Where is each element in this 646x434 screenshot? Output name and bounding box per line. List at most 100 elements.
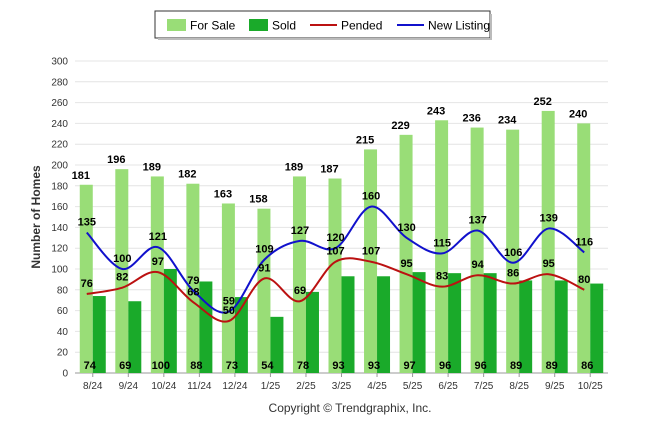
bar-for-sale — [399, 134, 413, 373]
y-tick-label: 20 — [57, 348, 69, 359]
data-label-for-sale: 252 — [534, 96, 552, 108]
bar-sold — [163, 269, 177, 373]
bars — [79, 110, 604, 374]
data-label-new-listing: 109 — [255, 244, 273, 256]
bar-for-sale — [115, 169, 129, 373]
bar-for-sale — [150, 176, 164, 373]
bar-for-sale — [328, 178, 342, 373]
bar-sold — [519, 280, 533, 373]
data-label-for-sale: 158 — [249, 194, 267, 206]
bar-for-sale — [292, 176, 306, 373]
y-tick-label: 220 — [51, 140, 68, 151]
y-tick-label: 160 — [51, 202, 68, 213]
y-tick-label: 280 — [51, 77, 68, 88]
data-label-pended: 80 — [578, 274, 590, 286]
legend-label-sold: Sold — [272, 19, 296, 33]
bar-sold — [554, 280, 568, 373]
copyright-credit: Copyright © Trendgraphix, Inc. — [269, 401, 432, 415]
data-label-new-listing: 106 — [504, 247, 522, 259]
legend: For Sale Sold Pended New Listing — [154, 10, 492, 40]
data-label-new-listing: 135 — [78, 217, 96, 229]
data-label-for-sale: 234 — [498, 115, 517, 127]
x-tick-label: 12/24 — [222, 381, 247, 392]
data-label-new-listing: 59 — [223, 296, 235, 308]
data-label-for-sale: 240 — [569, 108, 587, 120]
data-label-new-listing: 120 — [326, 232, 344, 244]
data-label-for-sale: 187 — [320, 164, 338, 176]
data-label-new-listing: 116 — [575, 236, 593, 248]
x-tick-label: 6/25 — [438, 381, 458, 392]
bar-for-sale — [186, 183, 200, 373]
legend-swatch-for-sale — [167, 19, 186, 31]
data-label-sold: 93 — [332, 360, 344, 372]
x-tick-label: 7/25 — [474, 381, 494, 392]
x-tick-label: 10/25 — [578, 381, 603, 392]
data-label-pended: 83 — [436, 271, 448, 283]
data-label-sold: 100 — [152, 360, 170, 372]
data-label-for-sale: 229 — [391, 120, 409, 132]
data-label-pended: 50 — [223, 305, 235, 317]
data-label-sold: 78 — [297, 360, 309, 372]
data-label-pended: 76 — [81, 278, 93, 290]
y-tick-label: 240 — [51, 119, 68, 130]
bar-for-sale — [577, 123, 591, 374]
bar-for-sale — [221, 203, 235, 373]
data-label-for-sale: 181 — [72, 170, 90, 182]
data-label-pended: 86 — [507, 268, 519, 280]
y-tick-label: 40 — [57, 327, 69, 338]
bar-sold — [483, 273, 497, 373]
data-label-sold: 88 — [190, 360, 202, 372]
data-label-new-listing: 121 — [149, 231, 167, 243]
data-label-new-listing: 160 — [362, 191, 380, 203]
y-tick-label: 100 — [51, 265, 68, 276]
data-label-pended: 107 — [326, 246, 344, 258]
lines — [86, 205, 585, 323]
data-label-for-sale: 182 — [178, 169, 196, 181]
y-tick-label: 120 — [51, 244, 68, 255]
data-label-pended: 91 — [258, 262, 270, 274]
data-label-sold: 89 — [510, 360, 522, 372]
bar-sold — [412, 272, 426, 373]
bar-for-sale — [506, 129, 520, 373]
data-label-pended: 95 — [400, 258, 412, 270]
x-tick-label: 5/25 — [403, 381, 423, 392]
bar-sold — [377, 276, 391, 373]
x-tick-label: 3/25 — [332, 381, 352, 392]
data-label-for-sale: 215 — [356, 134, 374, 146]
legend-swatch-sold — [249, 19, 268, 31]
x-tick-label: 9/24 — [119, 381, 139, 392]
data-label-sold: 69 — [119, 360, 131, 372]
y-tick-label: 0 — [62, 369, 68, 380]
data-label-sold: 89 — [546, 360, 558, 372]
data-label-new-listing: 79 — [187, 275, 199, 287]
bar-for-sale — [470, 127, 484, 373]
bar-for-sale — [257, 208, 271, 373]
bar-sold — [590, 283, 604, 373]
y-axis-title: Number of Homes — [29, 165, 43, 269]
data-label-for-sale: 163 — [214, 188, 232, 200]
x-tick-label: 9/25 — [545, 381, 565, 392]
y-tick-label: 180 — [51, 181, 68, 192]
data-label-pended: 94 — [472, 259, 485, 271]
bar-for-sale — [541, 110, 555, 374]
bar-sold — [341, 276, 355, 373]
y-tick-label: 300 — [51, 57, 68, 68]
data-label-sold: 97 — [403, 360, 415, 372]
data-label-pended: 107 — [362, 246, 380, 258]
x-tick-label: 10/24 — [151, 381, 176, 392]
bar-sold — [92, 296, 106, 373]
data-label-for-sale: 196 — [107, 154, 125, 166]
legend-label-new-listing: New Listing — [428, 19, 490, 33]
data-labels: 181 196 189 182 163 158 189 187 215 229 243 236 234 2… — [72, 96, 594, 372]
x-tick-label: 1/25 — [261, 381, 281, 392]
data-label-new-listing: 100 — [113, 253, 131, 265]
data-label-new-listing: 130 — [397, 222, 415, 234]
x-tick-label: 4/25 — [367, 381, 387, 392]
data-label-sold: 96 — [439, 360, 451, 372]
data-label-sold: 73 — [226, 360, 238, 372]
data-label-new-listing: 139 — [540, 212, 558, 224]
y-tick-label: 140 — [51, 223, 68, 234]
data-label-sold: 96 — [475, 360, 487, 372]
